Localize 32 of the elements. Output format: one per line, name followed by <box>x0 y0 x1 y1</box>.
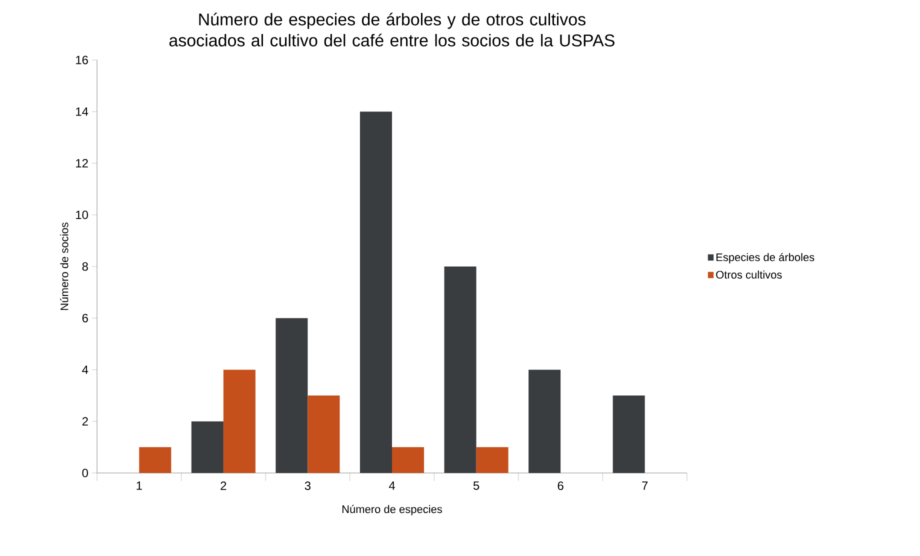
x-tick-label: 6 <box>558 482 564 490</box>
bar <box>528 370 561 473</box>
x-tick-label: 2 <box>220 482 226 490</box>
chart-title: Número de especies de árboles y de otros cultivos asociados al cultivo del café entre los socios de la USPAS <box>169 12 614 46</box>
bar <box>444 266 476 473</box>
y-tick-label: 0 <box>82 468 88 478</box>
y-axis-title: Número de socios <box>60 222 68 310</box>
bar <box>392 447 424 473</box>
x-tick-label: 1 <box>136 482 142 490</box>
bar <box>476 447 508 473</box>
y-tick-label: 8 <box>82 262 88 271</box>
bar <box>308 396 340 473</box>
legend-label: Otros cultivos <box>716 270 782 279</box>
y-tick-label: 12 <box>76 159 88 168</box>
x-tick-label: 7 <box>642 482 648 490</box>
x-axis-title: Número de especies <box>342 504 442 516</box>
x-tick-label: 3 <box>304 482 311 490</box>
y-tick-label: 4 <box>82 366 88 374</box>
y-tick-label: 14 <box>76 107 88 116</box>
y-tick-label: 2 <box>82 417 88 426</box>
bar <box>139 447 172 473</box>
legend-label: Especies de árboles <box>716 252 814 264</box>
bar <box>191 421 224 473</box>
bar <box>612 396 645 473</box>
y-tick-label: 6 <box>82 314 88 322</box>
bar <box>223 370 256 473</box>
y-tick-label: 16 <box>76 56 88 64</box>
y-tick-label: 10 <box>76 210 88 220</box>
x-tick-label: 4 <box>388 482 395 490</box>
bar <box>360 112 392 473</box>
bar <box>276 318 308 473</box>
x-tick-label: 5 <box>473 482 480 490</box>
